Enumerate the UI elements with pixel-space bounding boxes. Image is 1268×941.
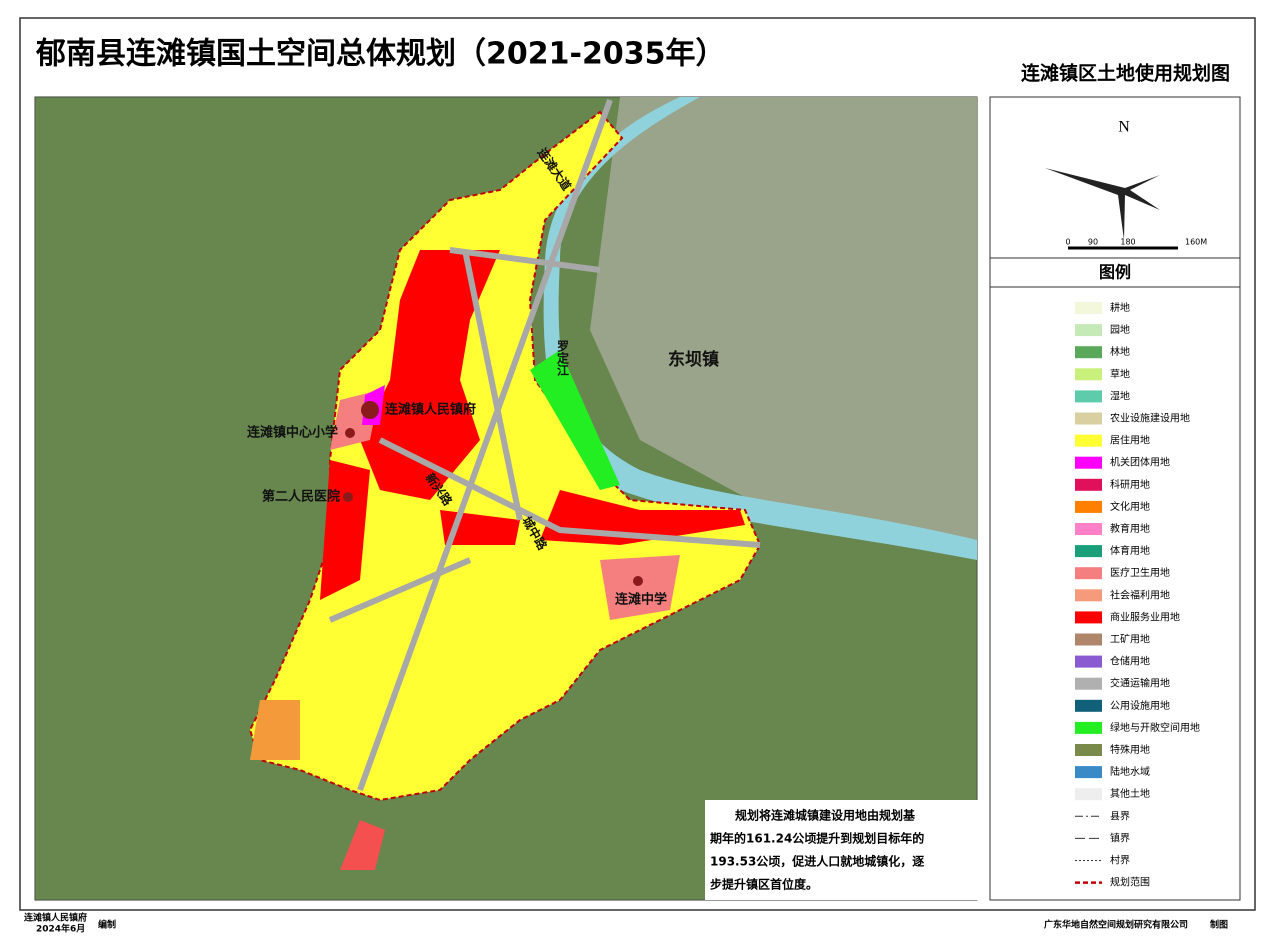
scale-label: 160M — [1185, 238, 1207, 247]
compass-rose — [1045, 168, 1160, 240]
legend-label: 工矿用地 — [1110, 633, 1150, 646]
legend-label: 草地 — [1110, 367, 1130, 380]
legend-swatch — [1075, 346, 1102, 359]
compass-n: N — [1118, 119, 1130, 136]
legend-swatch — [1075, 523, 1102, 535]
legend-label: 湿地 — [1110, 389, 1130, 402]
legend-label: 耕地 — [1110, 301, 1130, 314]
scale-label: 180 — [1120, 238, 1135, 247]
legend-swatch — [1075, 500, 1102, 513]
legend-label: 特殊用地 — [1110, 743, 1150, 756]
legend-label: 仓储用地 — [1110, 655, 1150, 668]
footer-text: 制图 — [1210, 919, 1228, 931]
legend-label: 陆地水域 — [1110, 765, 1150, 778]
legend-swatch — [1075, 766, 1102, 779]
note-box — [705, 800, 983, 900]
map-label: 东坝镇 — [668, 349, 719, 370]
legend-label: 规划范围 — [1110, 876, 1150, 889]
map-label: 连滩镇人民镇府 — [385, 402, 476, 418]
legend-swatch — [1075, 324, 1102, 337]
poi-marker — [633, 576, 643, 586]
legend-label: 科研用地 — [1110, 478, 1150, 491]
legend-panel — [989, 96, 1241, 901]
terrain — [35, 97, 977, 900]
scale-label: 0 — [1065, 238, 1070, 247]
legend-label: 教育用地 — [1110, 522, 1150, 535]
footer-text: 连滩镇人民镇府 — [24, 912, 87, 924]
legend-label: 体育用地 — [1110, 544, 1150, 557]
legend-swatch — [1075, 567, 1102, 580]
legend-title: 图例 — [1099, 263, 1131, 282]
legend-swatch — [1075, 302, 1102, 314]
legend-label: 医疗卫生用地 — [1110, 566, 1170, 579]
map-label: 第二人民医院 — [262, 489, 340, 505]
legend-label: 商业服务业用地 — [1110, 610, 1180, 623]
legend-swatch — [1075, 478, 1102, 491]
legend-label: 园地 — [1110, 323, 1130, 336]
legend-swatch — [1075, 589, 1102, 602]
legend-label: 村界 — [1110, 854, 1130, 867]
legend-swatch — [1075, 677, 1102, 690]
legend-swatch — [1075, 744, 1102, 756]
poi-marker — [361, 401, 379, 419]
legend-swatch — [1075, 633, 1102, 646]
legend-swatch — [1075, 434, 1102, 447]
legend-swatch — [1075, 721, 1102, 734]
footer-text: 2024年6月 — [36, 923, 85, 935]
map-label: 罗定江 — [556, 339, 570, 377]
title: 郁南县连滩镇国土空间总体规划（2021-2035年） — [35, 37, 725, 72]
legend-label: 居住用地 — [1110, 434, 1150, 447]
note-line: 步提升镇区首位度。 — [710, 877, 818, 892]
legend-swatch — [1075, 699, 1102, 712]
poi-marker — [345, 428, 355, 438]
footer-text: 编制 — [98, 919, 116, 931]
note-line: 期年的161.24公顷提升到规划目标年的 — [710, 831, 924, 846]
legend-label: 社会福利用地 — [1110, 588, 1170, 601]
legend-label: 绿地与开敞空间用地 — [1110, 721, 1200, 734]
legend-swatch — [1075, 456, 1102, 469]
map-label: 连滩镇中心小学 — [247, 425, 338, 441]
legend-label: 林地 — [1110, 345, 1130, 358]
legend-swatch — [1075, 390, 1102, 403]
legend-label: 其他土地 — [1110, 787, 1150, 800]
legend-label: 县界 — [1110, 810, 1130, 822]
legend-swatch — [1075, 611, 1102, 624]
legend-swatch — [1075, 788, 1102, 801]
legend-label: 机关团体用地 — [1110, 456, 1170, 469]
legend-swatch — [1075, 545, 1102, 558]
legend-label: 交通运输用地 — [1110, 677, 1170, 690]
legend-label: 镇界 — [1110, 831, 1130, 844]
note-line: 193.53公顷，促进人口就地城镇化，逐 — [710, 854, 924, 869]
footer-text: 广东华地自然空间规划研究有限公司 — [1044, 919, 1188, 931]
legend-swatch — [1075, 412, 1102, 425]
map-label: 连滩中学 — [615, 592, 667, 608]
subtitle: 连滩镇区土地使用规划图 — [1021, 62, 1230, 85]
scale-label: 90 — [1088, 238, 1098, 247]
legend-swatch — [1075, 655, 1102, 668]
note-line: 规划将连滩城镇建设用地由规划基 — [735, 808, 916, 823]
legend-label: 文化用地 — [1110, 500, 1150, 513]
legend-label: 农业设施建设用地 — [1110, 412, 1190, 425]
legend-label: 公用设施用地 — [1110, 699, 1170, 712]
legend-swatch — [1075, 368, 1102, 381]
poi-marker — [343, 492, 353, 502]
